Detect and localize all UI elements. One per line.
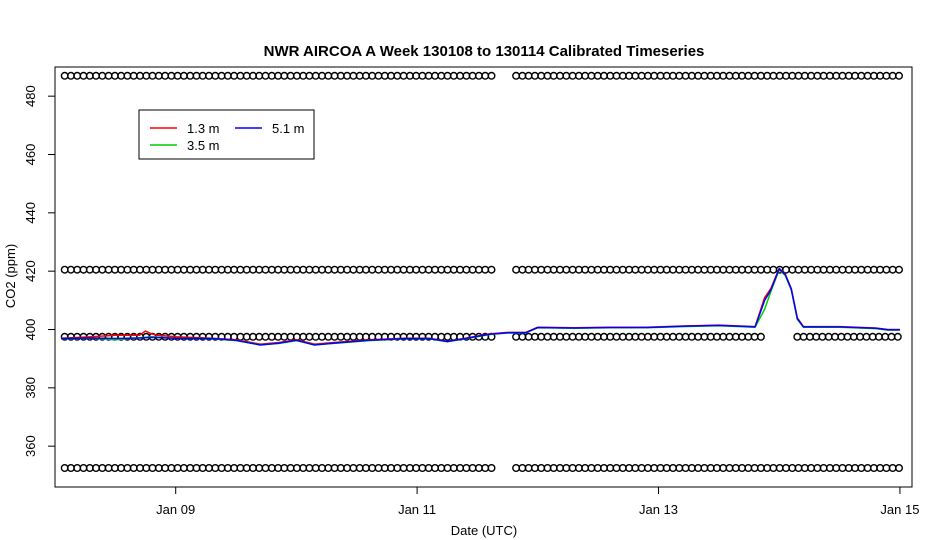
plot-frame [54,66,913,488]
flag-point [487,464,496,473]
flag-markers [60,71,904,473]
plot-border [54,66,913,488]
y-axis-label: CO2 (ppm) [3,244,18,308]
flag-point [487,265,496,274]
x-tick-label: Jan 13 [639,502,678,517]
y-axis: 360 380 400 420 440 460 480 [23,85,55,457]
flag-point [895,464,904,473]
y-tick-label: 420 [23,260,38,282]
x-tick-label: Jan 09 [156,502,195,517]
series-line-5-1-m [60,268,900,346]
y-tick-label: 380 [23,377,38,399]
x-tick-label: Jan 11 [398,502,436,517]
y-tick-label: 360 [23,435,38,457]
y-tick-label: 480 [23,85,38,107]
y-tick-label: 460 [23,144,38,166]
y-tick-label: 440 [23,202,38,224]
flag-point [895,71,904,80]
legend-box [138,109,315,160]
flag-point [756,332,765,341]
x-tick-label: Jan 15 [880,502,919,517]
series-lines [60,267,900,346]
legend-entry-label: 5.1 m [272,121,305,136]
legend: 1.3 m 3.5 m 5.1 m [138,109,315,160]
x-axis-label: Date (UTC) [451,523,517,538]
flag-point [895,265,904,274]
y-tick-label: 400 [23,319,38,341]
flag-point [487,71,496,80]
flag-point [893,332,902,341]
legend-entry-label: 1.3 m [187,121,220,136]
x-axis: Jan 09 Jan 11 Jan 13 Jan 15 [156,487,919,517]
chart-title: NWR AIRCOA A Week 130108 to 130114 Calib… [264,43,705,60]
legend-entry-label: 3.5 m [187,138,220,153]
